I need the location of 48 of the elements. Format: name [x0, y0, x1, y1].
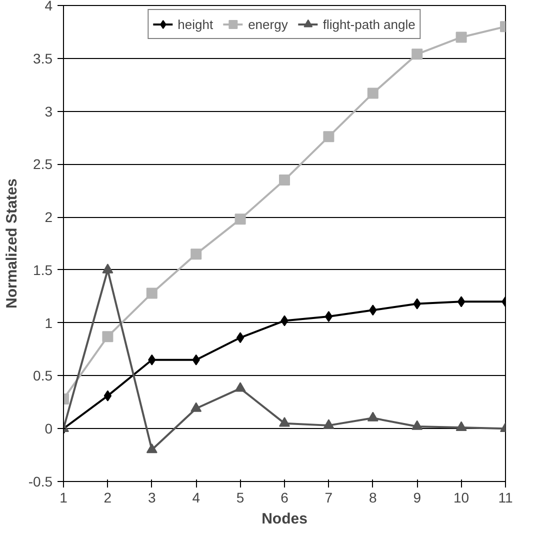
- point: [456, 32, 467, 43]
- point: [104, 390, 112, 402]
- x-tick-label: 6: [280, 490, 289, 506]
- x-tick-label: 3: [148, 490, 156, 506]
- legend-label: flight-path angle: [322, 16, 416, 32]
- x-tick-label: 11: [498, 490, 513, 506]
- y-tick-label: -0.5: [28, 474, 53, 490]
- x-axis-title: Nodes: [262, 510, 308, 528]
- x-tick-label: 5: [236, 490, 244, 506]
- legend-label: energy: [248, 16, 288, 32]
- x-tick-label: 2: [104, 490, 112, 506]
- point: [146, 288, 158, 299]
- point: [234, 214, 246, 225]
- point: [457, 296, 466, 308]
- point: [412, 420, 423, 430]
- y-tick-label: 1.5: [33, 262, 53, 278]
- point: [412, 48, 423, 60]
- x-tick-label: 9: [413, 490, 422, 506]
- point: [190, 402, 202, 412]
- x-tick-label: 4: [192, 490, 200, 506]
- point: [146, 443, 158, 454]
- point: [323, 131, 334, 142]
- point: [234, 382, 246, 392]
- point: [367, 412, 378, 422]
- x-tick-label: 7: [324, 490, 333, 506]
- point: [324, 310, 333, 322]
- y-tick-label: 3: [44, 103, 53, 120]
- x-tick-label: 10: [454, 490, 470, 506]
- y-axis-title: Normalized States: [3, 178, 20, 309]
- y-tick-label: 2: [44, 209, 53, 226]
- y-tick-label: 0.5: [33, 368, 53, 384]
- point: [190, 248, 202, 260]
- x-tick-label: 1: [60, 490, 68, 506]
- point: [279, 417, 290, 427]
- point: [367, 88, 378, 99]
- point: [102, 331, 114, 342]
- point: [456, 421, 467, 431]
- point: [323, 419, 334, 429]
- y-tick-label: 3.5: [33, 50, 53, 66]
- y-tick-label: 0: [44, 420, 53, 437]
- y-tick-label: 4: [44, 0, 53, 14]
- point: [102, 264, 114, 274]
- legend-label: height: [178, 16, 214, 32]
- x-tick-label: 8: [369, 490, 378, 506]
- y-tick-label: 2.5: [33, 156, 53, 172]
- y-tick-label: 1: [44, 314, 53, 331]
- point: [236, 332, 244, 344]
- point: [279, 174, 290, 186]
